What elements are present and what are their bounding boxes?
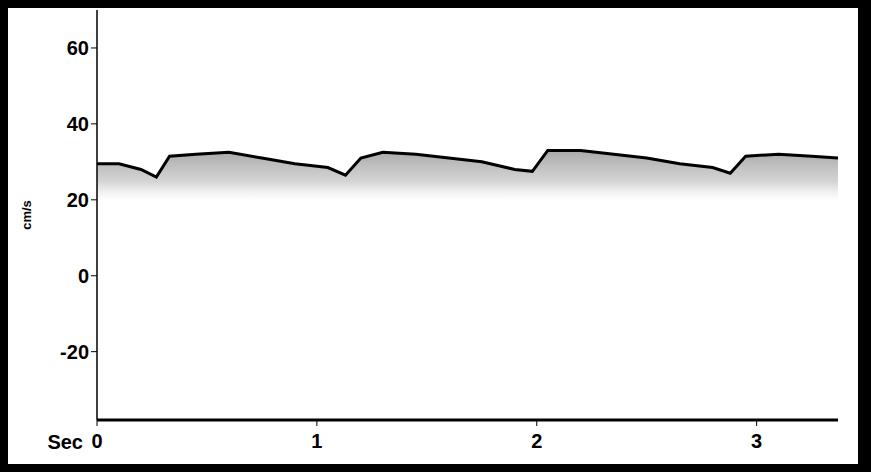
svg-text:Sec: Sec [47,431,83,453]
svg-text:60: 60 [67,37,89,59]
svg-text:2: 2 [531,430,542,452]
svg-text:40: 40 [67,113,89,135]
svg-text:3: 3 [751,430,762,452]
svg-text:20: 20 [67,189,89,211]
svg-text:0: 0 [78,265,89,287]
svg-text:0: 0 [91,430,102,452]
svg-text:1: 1 [311,430,322,452]
svg-text:cm/s: cm/s [19,200,34,230]
svg-text:-20: -20 [60,341,89,363]
